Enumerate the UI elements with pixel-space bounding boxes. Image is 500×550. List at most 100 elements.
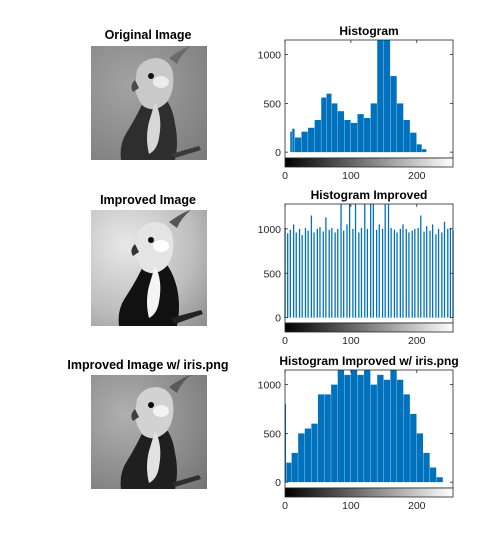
- hist1-bar-14: [364, 118, 371, 153]
- hist2-bar-51: [435, 234, 437, 318]
- hist3-bar-21: [416, 433, 424, 483]
- hist3-colorbar: [284, 487, 454, 498]
- hist2-bar-46: [420, 215, 422, 318]
- improved-iris-image-title: Improved Image w/ iris.png: [67, 358, 229, 372]
- hist1-bar-8: [326, 93, 332, 153]
- hist2-bar-15: [328, 229, 330, 318]
- hist1-plot: Histogram 0 500 1000 0 100 200: [258, 24, 454, 182]
- hist2-bar-19: [340, 204, 342, 318]
- hist2-xtick-2: 200: [408, 335, 426, 347]
- hist2-xtick-0: 0: [282, 335, 288, 347]
- hist1-bar-9: [331, 103, 338, 153]
- hist3-bar-23: [429, 467, 437, 483]
- hist2-bar-18: [337, 228, 339, 318]
- hist3-bar-12: [357, 374, 364, 483]
- hist3-bar-20: [410, 413, 417, 483]
- hist3-xtick-1: 100: [342, 500, 360, 512]
- hist2-bar-8: [307, 230, 309, 318]
- hist2-bar-16: [331, 227, 333, 318]
- hist2-bar-3: [292, 224, 295, 318]
- hist2-bar-14: [325, 217, 327, 318]
- hist2-bar-23: [352, 228, 354, 318]
- hist2-bar-30: [372, 204, 374, 318]
- hist2-bar-47: [423, 231, 425, 318]
- hist1-bar-16: [377, 40, 384, 153]
- hist1-bar-5: [308, 127, 315, 153]
- hist1-bar-1: [290, 131, 292, 153]
- hist2-bar-50: [431, 224, 434, 318]
- hist2-bar-34: [384, 204, 386, 318]
- hist3-bar-18: [397, 379, 404, 483]
- hist3-bar-8: [331, 384, 338, 483]
- hist2-bar-27: [364, 204, 366, 318]
- hist3-bar-22: [423, 452, 430, 483]
- hist1-ytick-0: 0: [275, 147, 281, 159]
- hist1-bar-19: [397, 103, 404, 153]
- hist1-xtick-1: 100: [342, 170, 360, 182]
- hist1-bar-22: [416, 144, 422, 153]
- hist1-ytick-2: 1000: [258, 50, 282, 62]
- hist2-bar-39: [399, 228, 401, 318]
- hist2-title: Histogram Improved: [311, 188, 428, 202]
- hist2-bar-35: [387, 204, 390, 318]
- hist2-bar-2: [289, 229, 291, 318]
- hist2-bar-26: [360, 227, 363, 318]
- hist3-xtick-0: 0: [282, 500, 288, 512]
- hist3-bar-1: [286, 462, 292, 483]
- hist1-bar-15: [370, 103, 377, 153]
- hist2-bar-17: [334, 232, 336, 318]
- hist3-bar-14: [370, 384, 377, 483]
- hist1-bar-17: [383, 40, 391, 153]
- hist2-bar-52: [437, 228, 440, 318]
- hist3-bar-17: [390, 370, 397, 483]
- hist1-bar-10: [337, 111, 344, 153]
- hist3-bar-13: [364, 370, 371, 483]
- hist2-bar-33: [381, 228, 384, 318]
- hist3-bar-15: [377, 374, 384, 483]
- hist2-ytick-1: 500: [263, 268, 281, 280]
- improved-iris-image: [91, 375, 207, 489]
- hist2-bar-38: [396, 232, 398, 318]
- hist2-bar-53: [441, 232, 443, 318]
- hist2-bar-56: [449, 227, 452, 318]
- hist1-bar-13: [357, 114, 364, 153]
- hist2-bar-40: [402, 224, 404, 318]
- improved-image-title: Improved Image: [100, 193, 196, 207]
- hist1-bar-4: [301, 131, 308, 153]
- hist3-bar-19: [403, 394, 410, 483]
- hist2-bar-5: [298, 228, 301, 318]
- hist3-bar-3: [298, 433, 305, 483]
- hist1-colorbar: [284, 157, 454, 168]
- hist2-bar-45: [417, 227, 419, 318]
- hist2-bar-49: [429, 230, 431, 318]
- hist2-bar-20: [343, 230, 345, 318]
- hist2-colorbar: [284, 322, 454, 333]
- hist2-bar-41: [405, 228, 407, 318]
- hist2-bar-37: [393, 229, 396, 318]
- hist2-bar-24: [354, 204, 357, 318]
- hist3-bar-7: [324, 394, 331, 483]
- hist2-bar-29: [370, 204, 372, 318]
- hist2-bar-7: [304, 227, 307, 318]
- hist3-ytick-0: 0: [275, 477, 281, 489]
- hist2-bar-11: [316, 228, 318, 318]
- hist1-title: Histogram: [339, 24, 398, 38]
- hist1-bar-20: [403, 119, 410, 153]
- hist2-bar-32: [378, 224, 380, 318]
- hist2-bar-55: [447, 228, 449, 318]
- original-image-title: Original Image: [104, 28, 192, 42]
- hist1-bar-12: [350, 122, 358, 153]
- hist2-ytick-0: 0: [275, 313, 281, 325]
- hist2-xtick-1: 100: [342, 335, 360, 347]
- original-image: [91, 46, 207, 160]
- hist2-bar-28: [366, 228, 369, 318]
- hist2-bar-6: [301, 235, 303, 318]
- hist3-title: Histogram Improved w/ iris.png: [279, 354, 458, 368]
- hist1-xtick-2: 200: [408, 170, 426, 182]
- hist3-bar-2: [291, 452, 298, 483]
- hist2-bar-13: [322, 231, 324, 318]
- hist2-bar-9: [310, 215, 313, 318]
- hist2-bar-43: [411, 230, 413, 318]
- hist1-bar-18: [390, 76, 397, 153]
